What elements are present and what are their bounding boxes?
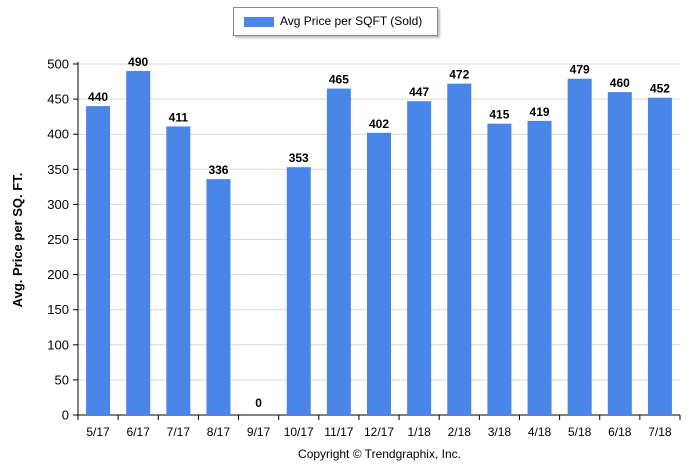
x-tick-label: 7/17: [167, 425, 191, 439]
bar: [166, 126, 191, 415]
bar: [407, 101, 432, 416]
data-label: 402: [369, 117, 389, 131]
y-axis-label: Avg. Price per SQ. FT.: [10, 173, 25, 308]
x-tick-label: 6/18: [608, 425, 632, 439]
bar: [607, 92, 632, 415]
y-tick-label: 0: [62, 408, 69, 423]
x-tick-label: 5/18: [568, 425, 592, 439]
data-label: 336: [208, 163, 228, 177]
bar: [527, 120, 552, 415]
y-tick-label: 500: [47, 57, 69, 72]
x-tick-label: 6/17: [127, 425, 151, 439]
y-tick-labels: 0 50 100 150 200 250 300 350 400 450 500: [47, 57, 69, 423]
x-tick-label: 1/18: [407, 425, 431, 439]
y-tick-label: 300: [47, 197, 69, 212]
y-tick-label: 200: [47, 267, 69, 282]
data-label: 415: [489, 108, 509, 122]
x-tick-label: 8/17: [207, 425, 231, 439]
y-tick-label: 450: [47, 92, 69, 107]
copyright-text: Copyright © Trendgraphix, Inc.: [298, 447, 461, 461]
bar: [567, 78, 592, 415]
legend: Avg Price per SQFT (Sold): [233, 7, 438, 36]
x-tick-label: 2/18: [448, 425, 472, 439]
bar: [86, 106, 111, 416]
data-label: 353: [289, 151, 309, 165]
y-tick-label: 150: [47, 302, 69, 317]
bar: [487, 123, 512, 416]
bar: [126, 71, 151, 416]
data-label: 472: [449, 68, 469, 82]
y-tick-label: 250: [47, 232, 69, 247]
data-label: 465: [329, 73, 349, 87]
x-tick-label: 4/18: [528, 425, 552, 439]
data-label: 490: [128, 55, 148, 69]
bar-series: [86, 71, 672, 416]
data-labels: 440 490 411 336 0 353 465 402 447 472 415 419 479 460…: [88, 55, 670, 410]
bar: [367, 132, 391, 415]
y-tick-label: 100: [47, 337, 69, 352]
x-tick-label: 10/17: [284, 425, 314, 439]
data-label: 419: [530, 105, 550, 119]
legend-swatch: [244, 17, 274, 27]
y-tick-label: 50: [55, 372, 69, 387]
x-tick-label: 9/17: [247, 425, 271, 439]
data-label: 460: [610, 76, 630, 90]
data-label: 452: [650, 82, 670, 96]
data-label: 0: [255, 396, 262, 410]
y-tick-label: 400: [47, 127, 69, 142]
legend-label: Avg Price per SQFT (Sold): [280, 14, 423, 28]
bar: [286, 167, 311, 415]
data-label: 411: [169, 110, 189, 124]
bar: [647, 97, 672, 416]
data-label: 447: [409, 85, 429, 99]
bar: [206, 179, 231, 415]
bar: [447, 83, 472, 415]
x-tick-label: 5/17: [86, 425, 110, 439]
x-tick-label: 11/17: [324, 425, 353, 439]
bar: [326, 88, 351, 415]
data-label: 440: [88, 90, 108, 104]
data-label: 479: [570, 63, 590, 77]
x-tick-labels: 5/17 6/17 7/17 8/17 9/17 10/17 11/17 12/17 1/18 2…: [86, 425, 672, 439]
x-tick-label: 12/17: [364, 425, 394, 439]
x-tick-label: 3/18: [488, 425, 512, 439]
y-tick-label: 350: [47, 162, 69, 177]
x-tick-label: 7/18: [648, 425, 672, 439]
